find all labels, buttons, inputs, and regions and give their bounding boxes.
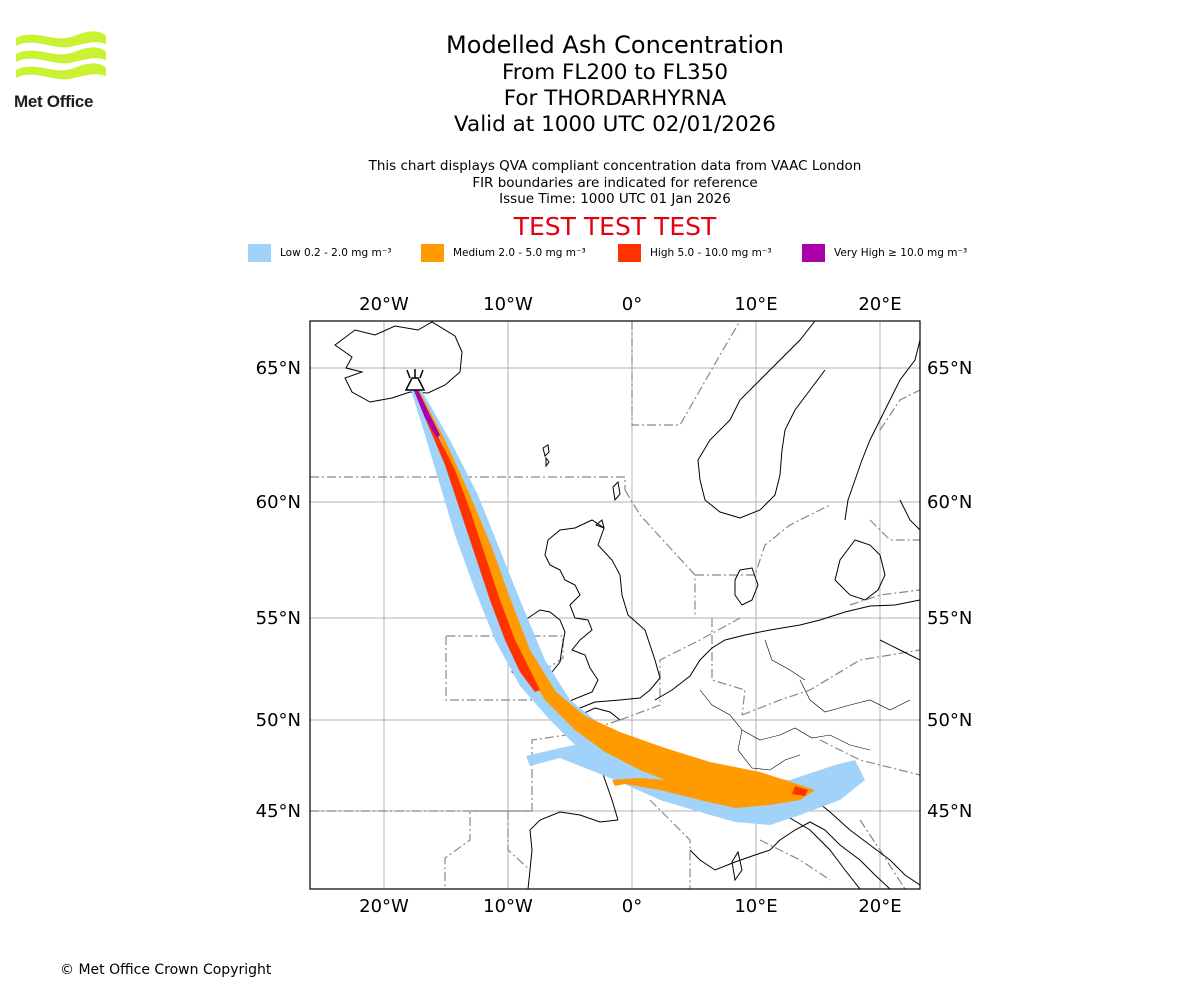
ash-medium — [412, 388, 815, 808]
page-title: Modelled Ash Concentration — [446, 31, 784, 59]
info-line-1: This chart displays QVA compliant concen… — [368, 158, 862, 174]
coastlines — [334, 321, 920, 889]
legend-item-medium: Medium 2.0 - 5.0 mg m⁻³ — [421, 244, 586, 262]
lon-labels-top: 20°W 10°W 0° 10°E 20°E — [359, 294, 901, 315]
valid-time: Valid at 1000 UTC 02/01/2026 — [453, 112, 776, 137]
lon-label: 10°W — [483, 896, 533, 917]
legend-item-very-high: Very High ≥ 10.0 mg m⁻³ — [802, 244, 967, 262]
lat-label: 65°N — [256, 358, 301, 379]
lon-labels-bottom: 20°W 10°W 0° 10°E 20°E — [359, 896, 901, 917]
legend-label-high: High 5.0 - 10.0 mg m⁻³ — [650, 247, 772, 259]
lat-labels-left: 65°N 60°N 55°N 50°N 45°N — [256, 358, 301, 822]
lon-label: 20°E — [858, 896, 901, 917]
info-line-3: Issue Time: 1000 UTC 01 Jan 2026 — [499, 191, 731, 207]
logo-text: Met Office — [14, 92, 94, 111]
ash-very-high — [413, 388, 440, 438]
met-office-logo-icon — [16, 31, 106, 80]
fir-boundaries — [310, 321, 920, 889]
lat-label: 55°N — [927, 608, 972, 629]
lon-label: 0° — [622, 896, 642, 917]
lat-label: 65°N — [927, 358, 972, 379]
lon-label: 10°E — [734, 294, 777, 315]
legend-label-low: Low 0.2 - 2.0 mg m⁻³ — [280, 247, 392, 259]
graticule — [310, 321, 920, 889]
legend-swatch-very-high — [802, 244, 825, 262]
legend-swatch-high — [618, 244, 641, 262]
lon-label: 10°W — [483, 294, 533, 315]
lat-label: 60°N — [927, 492, 972, 513]
lat-label: 60°N — [256, 492, 301, 513]
ash-high — [413, 388, 808, 796]
test-banner: TEST TEST TEST — [513, 212, 717, 241]
legend-label-very-high: Very High ≥ 10.0 mg m⁻³ — [834, 247, 968, 259]
lat-label: 50°N — [256, 710, 301, 731]
volcano-name: For THORDARHYRNA — [503, 86, 727, 111]
lat-labels-right: 65°N 60°N 55°N 50°N 45°N — [927, 358, 972, 822]
flight-levels: From FL200 to FL350 — [501, 60, 729, 85]
legend-item-high: High 5.0 - 10.0 mg m⁻³ — [618, 244, 772, 262]
legend-swatch-low — [248, 244, 271, 262]
lon-label: 0° — [622, 294, 642, 315]
info-line-2: FIR boundaries are indicated for referen… — [472, 174, 758, 191]
chart-info: This chart displays QVA compliant concen… — [0, 158, 1200, 208]
lat-label: 55°N — [256, 608, 301, 629]
lat-label: 45°N — [927, 801, 972, 822]
legend-swatch-medium — [421, 244, 444, 262]
legend-label-medium: Medium 2.0 - 5.0 mg m⁻³ — [453, 247, 586, 259]
chart-titles: Modelled Ash Concentration From FL200 to… — [0, 30, 1200, 138]
lon-label: 10°E — [734, 896, 777, 917]
map-frame — [309, 320, 921, 890]
lon-label: 20°W — [359, 896, 409, 917]
legend-item-low: Low 0.2 - 2.0 mg m⁻³ — [248, 244, 391, 262]
lon-label: 20°W — [359, 294, 409, 315]
lon-label: 20°E — [858, 294, 901, 315]
lat-label: 45°N — [256, 801, 301, 822]
copyright-notice: © Met Office Crown Copyright — [60, 962, 272, 978]
lat-label: 50°N — [927, 710, 972, 731]
volcano-icon — [404, 369, 426, 391]
